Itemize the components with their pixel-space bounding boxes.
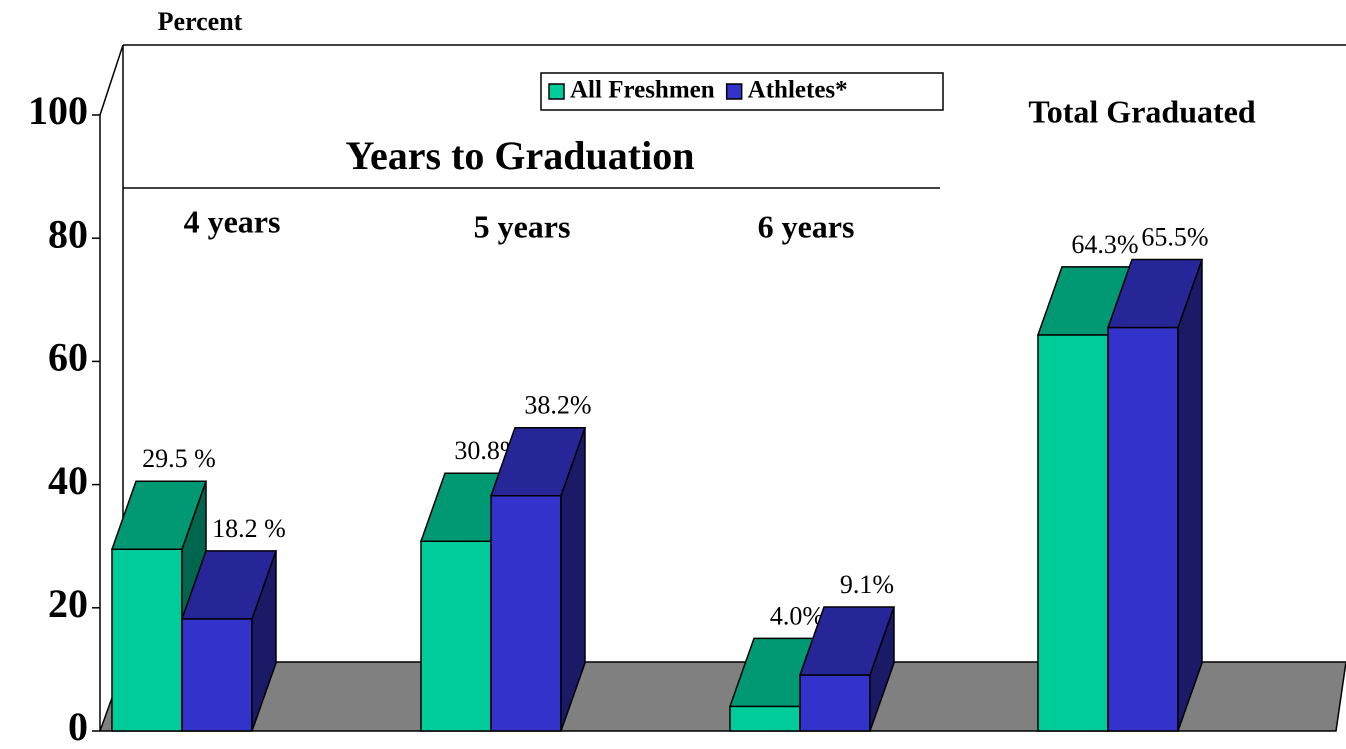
legend-swatch (725, 83, 743, 100)
value-label: 9.1% (840, 570, 894, 599)
bar-side (1177, 259, 1203, 732)
value-label: 4.0% (770, 601, 824, 630)
y-tick-label: 0 (68, 704, 88, 749)
bar-front (490, 494, 562, 732)
bar-top (1106, 258, 1204, 329)
y-tick-label: 40 (48, 458, 88, 503)
bar-front (1107, 326, 1179, 732)
value-label: 64.3% (1071, 230, 1138, 259)
annotation: Years to Graduation (346, 133, 695, 178)
y-tick-label: 60 (48, 335, 88, 380)
bar-front (729, 705, 801, 732)
bar-front (1037, 334, 1109, 732)
category-label: 4 years (184, 203, 281, 239)
wall-corner (99, 44, 124, 116)
legend-label: All Freshmen (570, 77, 715, 104)
value-label: 18.2 % (212, 514, 286, 543)
bar-front (420, 540, 492, 732)
legend-label: Athletes* (748, 77, 848, 104)
bar-front (799, 674, 871, 732)
bar-top (180, 550, 278, 620)
bar-top (798, 606, 896, 676)
legend-swatch (548, 83, 565, 100)
bar-front (111, 548, 183, 732)
value-label: 65.5% (1141, 222, 1208, 251)
category-label: 6 years (758, 208, 855, 244)
bar-front (181, 618, 253, 732)
y-tick-label: 20 (48, 581, 88, 626)
bar-top (110, 480, 208, 551)
category-label: 5 years (474, 208, 571, 244)
y-axis-label: Percent (158, 7, 243, 36)
y-tick-label: 80 (48, 211, 88, 256)
y-tick-label: 100 (28, 88, 88, 133)
category-label: Total Graduated (1028, 93, 1256, 129)
bar-top (489, 426, 587, 497)
value-label: 38.2% (524, 391, 591, 420)
value-label: 29.5 % (142, 444, 216, 473)
